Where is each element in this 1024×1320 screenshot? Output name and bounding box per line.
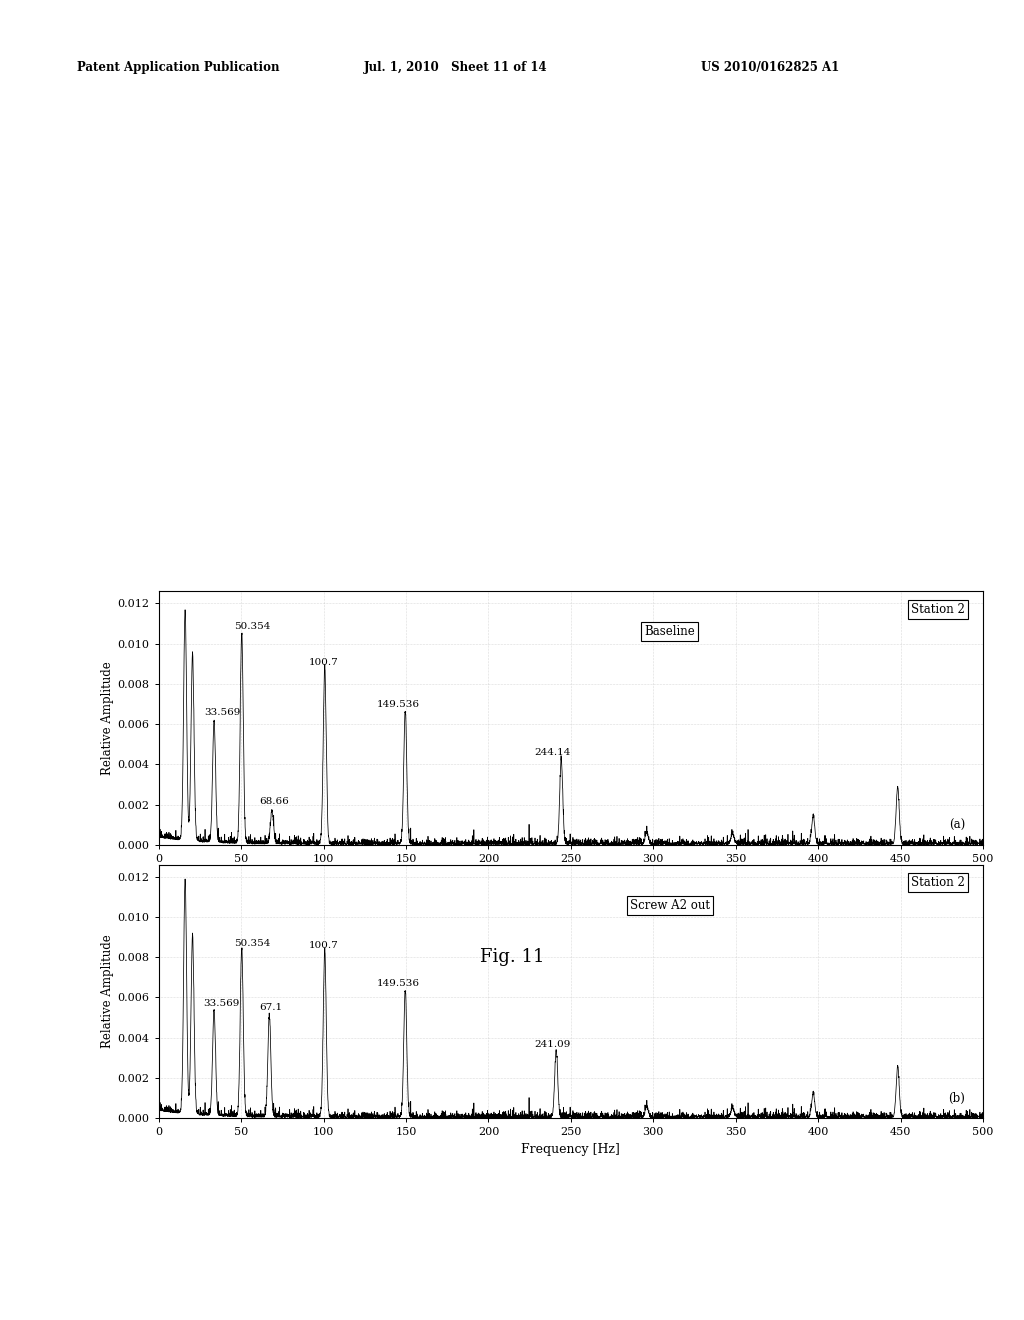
Text: 68.66: 68.66 (259, 796, 289, 805)
Text: Station 2: Station 2 (911, 876, 965, 888)
Text: US 2010/0162825 A1: US 2010/0162825 A1 (701, 61, 840, 74)
Text: 241.09: 241.09 (535, 1040, 571, 1048)
Y-axis label: Relative Amplitude: Relative Amplitude (100, 661, 114, 775)
Text: 33.569: 33.569 (203, 999, 240, 1008)
Text: (a): (a) (948, 820, 965, 832)
Text: Station 2: Station 2 (911, 603, 965, 615)
Text: Screw A2 out: Screw A2 out (630, 899, 710, 912)
Text: 149.536: 149.536 (377, 700, 420, 709)
Text: (b): (b) (948, 1093, 965, 1105)
Text: 100.7: 100.7 (309, 941, 339, 950)
Text: 244.14: 244.14 (535, 748, 571, 758)
Text: Fig. 11: Fig. 11 (480, 948, 544, 966)
Text: 149.536: 149.536 (377, 979, 420, 989)
Text: 100.7: 100.7 (309, 657, 339, 667)
Text: Patent Application Publication: Patent Application Publication (77, 61, 280, 74)
Text: 67.1: 67.1 (259, 1003, 283, 1012)
Text: Jul. 1, 2010   Sheet 11 of 14: Jul. 1, 2010 Sheet 11 of 14 (364, 61, 547, 74)
Y-axis label: Relative Amplitude: Relative Amplitude (100, 935, 114, 1048)
Text: 33.569: 33.569 (204, 708, 241, 717)
X-axis label: Frequency [Hz]: Frequency [Hz] (521, 1143, 621, 1155)
Text: 50.354: 50.354 (234, 939, 271, 948)
Text: Baseline: Baseline (644, 626, 695, 639)
Text: 50.354: 50.354 (234, 622, 271, 631)
